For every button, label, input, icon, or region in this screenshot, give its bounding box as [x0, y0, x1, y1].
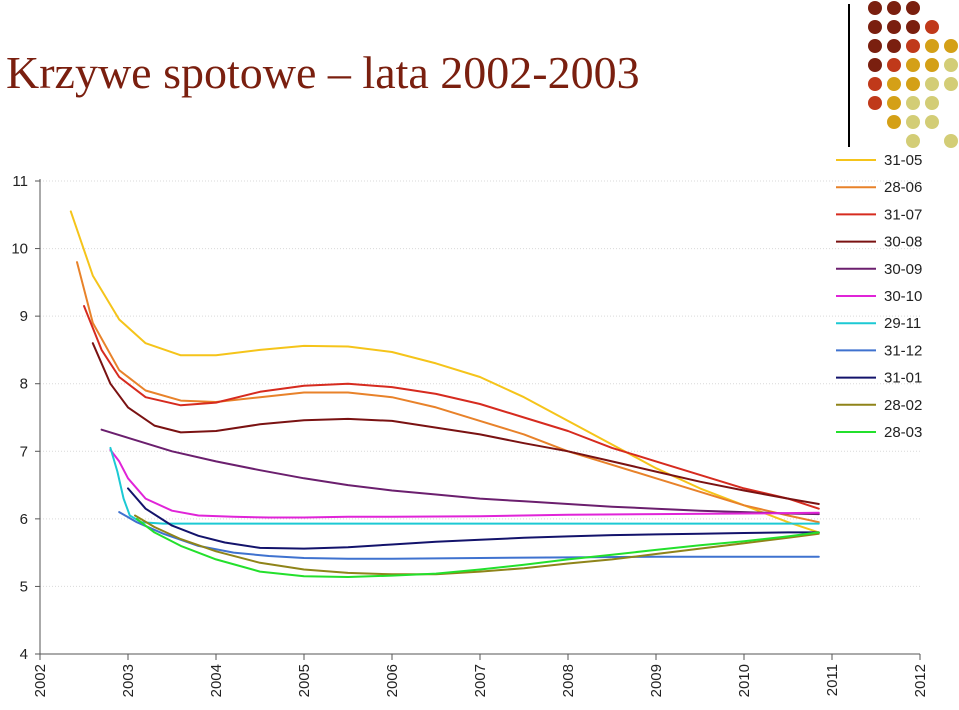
y-tick-label: 8 — [20, 376, 28, 393]
decor-dot — [887, 58, 901, 72]
legend-label: 31-07 — [884, 206, 922, 223]
series-line-28-03 — [135, 517, 820, 578]
decor-dot — [906, 1, 920, 15]
y-tick-label: 11 — [12, 173, 28, 190]
x-tick-label: 2008 — [560, 664, 577, 697]
decor-dot — [868, 58, 882, 72]
decor-dot — [887, 115, 901, 129]
decor-dot — [887, 96, 901, 110]
y-axis-ticks: 4 5 6 7 8 9 10 11 — [11, 173, 28, 663]
y-tick-label: 7 — [20, 443, 28, 460]
legend-label: 28-02 — [884, 397, 922, 414]
legend: 31-05 28-06 31-07 30-08 30-09 30-10 29-11 31-12… — [836, 152, 922, 441]
decor-dot — [925, 39, 939, 53]
decor-dot — [925, 115, 939, 129]
decor-dot — [868, 96, 882, 110]
decor-dot — [887, 39, 901, 53]
legend-label: 31-05 — [884, 152, 922, 169]
decor-dot — [887, 1, 901, 15]
decor-dot — [887, 77, 901, 91]
decor-dot — [887, 20, 901, 34]
decor-dot — [868, 1, 882, 15]
decor-dot — [906, 77, 920, 91]
decor-dot — [925, 20, 939, 34]
decor-dot — [868, 39, 882, 53]
x-tick-label: 2002 — [32, 664, 49, 697]
x-tick-label: 2004 — [208, 664, 225, 697]
y-tick-label: 6 — [20, 511, 28, 528]
legend-label: 30-08 — [884, 234, 922, 251]
decor-dot — [925, 58, 939, 72]
decor-dot — [944, 134, 958, 148]
decor-dot — [906, 20, 920, 34]
decor-dot — [906, 39, 920, 53]
decor-dot — [944, 58, 958, 72]
series-lines — [69, 210, 820, 578]
series-line-31-07 — [83, 305, 820, 510]
series-line-28-06 — [76, 261, 820, 524]
legend-label: 28-06 — [884, 179, 922, 196]
legend-label: 29-11 — [884, 315, 921, 332]
y-tick-label: 10 — [11, 241, 28, 258]
series-line-31-05 — [69, 210, 820, 534]
x-tick-label: 2006 — [384, 664, 401, 697]
series-line-30-09 — [100, 428, 820, 516]
legend-label: 30-10 — [884, 288, 922, 305]
x-tick-label: 2012 — [912, 664, 929, 697]
decor-dot — [868, 77, 882, 91]
x-tick-label: 2007 — [472, 664, 489, 697]
decor-dot — [906, 134, 920, 148]
series-line-30-08 — [91, 342, 820, 505]
series-line-28-02 — [134, 514, 820, 576]
decor-dot — [906, 115, 920, 129]
decor-dot — [944, 39, 958, 53]
decor-dot — [906, 96, 920, 110]
x-axis-ticks: 2002 2003 2004 2005 2006 2007 2008 2009 2010 2011… — [32, 664, 929, 697]
slide-title: Krzywe spotowe – lata 2002-2003 — [6, 47, 640, 98]
decor-dot — [925, 96, 939, 110]
y-tick-label: 5 — [20, 578, 28, 595]
legend-label: 28-03 — [884, 424, 922, 441]
decor-dot — [868, 20, 882, 34]
legend-label: 30-09 — [884, 261, 922, 278]
x-tick-label: 2010 — [736, 664, 753, 697]
axes — [35, 179, 921, 660]
decor-dot — [925, 77, 939, 91]
x-tick-label: 2009 — [648, 664, 665, 697]
x-tick-label: 2011 — [824, 664, 841, 696]
y-tick-label: 9 — [20, 308, 28, 325]
y-tick-label: 4 — [20, 646, 28, 663]
x-tick-label: 2003 — [120, 664, 137, 697]
decorative-dot-cluster — [848, 1, 958, 148]
decor-dot — [944, 77, 958, 91]
legend-label: 31-12 — [884, 342, 922, 359]
series-line-30-10 — [109, 448, 820, 519]
decor-dot — [906, 58, 920, 72]
x-tick-label: 2005 — [296, 664, 313, 697]
legend-label: 31-01 — [884, 370, 922, 387]
series-line-31-12 — [118, 511, 820, 560]
series-line-31-01 — [127, 487, 820, 550]
series-line-29-11 — [109, 446, 820, 525]
